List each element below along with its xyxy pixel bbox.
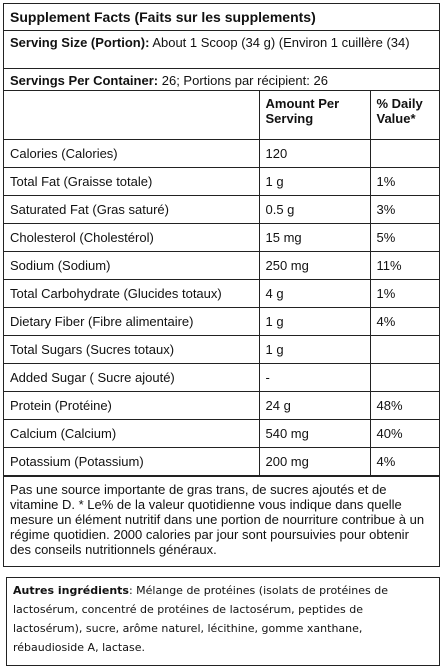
table-row: Sodium (Sodium) 250 mg 11% [4, 250, 439, 280]
nutrient-dv: 4% [369, 446, 439, 476]
nutrient-name: Added Sugar ( Sucre ajouté) [4, 362, 260, 392]
ingredients-label: Autres ingrédients [13, 584, 129, 597]
serving-size-value: About 1 Scoop (34 g) (Environ 1 cuillère… [152, 35, 410, 50]
servings-per-container: Servings Per Container: 26; Portions par… [4, 69, 439, 91]
table-row: Saturated Fat (Gras saturé) 0.5 g 3% [4, 194, 439, 224]
table-row: Potassium (Potassium) 200 mg 4% [4, 446, 439, 476]
table-row: Protein (Protéine) 24 g 48% [4, 390, 439, 420]
nutrient-name: Total Carbohydrate (Glucides totaux) [4, 278, 260, 308]
table-row: Calories (Calories) 120 [4, 138, 439, 168]
serving-size: Serving Size (Portion): About 1 Scoop (3… [4, 31, 439, 69]
nutrient-name: Protein (Protéine) [4, 390, 260, 420]
nutrient-dv: 48% [369, 390, 439, 420]
serving-size-label: Serving Size (Portion): [10, 35, 150, 50]
nutrient-amount: 250 mg [258, 250, 371, 280]
nutrient-table: Amount Per Serving % Daily Value* Calori… [4, 91, 439, 476]
nutrient-dv: 5% [369, 222, 439, 252]
header-amount: Amount Per Serving [258, 91, 371, 140]
nutrient-name: Calcium (Calcium) [4, 418, 260, 448]
nutrient-dv: 1% [369, 278, 439, 308]
nutrient-dv: 4% [369, 306, 439, 336]
table-row: Cholesterol (Cholestérol) 15 mg 5% [4, 222, 439, 252]
nutrient-name: Total Sugars (Sucres totaux) [4, 334, 260, 364]
nutrient-table-wrap: Amount Per Serving % Daily Value* Calori… [4, 91, 439, 477]
table-row: Added Sugar ( Sucre ajouté) - [4, 362, 439, 392]
nutrient-dv: 3% [369, 194, 439, 224]
nutrient-name: Potassium (Potassium) [4, 446, 260, 476]
footnote: Pas une source importante de gras trans,… [10, 481, 425, 557]
ingredients-text: : Mélange de protéines (isolats de proté… [13, 584, 389, 654]
supplement-facts-panel: Supplement Facts (Faits sur les suppleme… [3, 3, 440, 567]
nutrient-amount: 200 mg [258, 446, 371, 476]
nutrient-amount: 0.5 g [258, 194, 371, 224]
servings-per-container-value: 26; Portions par récipient: 26 [161, 73, 328, 88]
header-daily-value: % Daily Value* [369, 91, 439, 140]
nutrient-dv: 1% [369, 166, 439, 196]
nutrient-amount: 1 g [258, 334, 371, 364]
nutrient-name: Calories (Calories) [4, 138, 260, 168]
nutrient-name: Saturated Fat (Gras saturé) [4, 194, 260, 224]
table-row: Total Fat (Graisse totale) 1 g 1% [4, 166, 439, 196]
other-ingredients: Autres ingrédients: Mélange de protéines… [6, 577, 440, 666]
nutrient-dv: 40% [369, 418, 439, 448]
nutrient-amount: 24 g [258, 390, 371, 420]
nutrient-amount: 1 g [258, 166, 371, 196]
nutrient-dv [369, 362, 439, 392]
panel-title: Supplement Facts (Faits sur les suppleme… [4, 4, 439, 31]
nutrient-amount: 4 g [258, 278, 371, 308]
nutrient-amount: 1 g [258, 306, 371, 336]
servings-per-container-label: Servings Per Container: [10, 73, 159, 88]
table-row: Calcium (Calcium) 540 mg 40% [4, 418, 439, 448]
nutrient-dv [369, 334, 439, 364]
nutrient-dv [369, 138, 439, 168]
nutrient-amount: 15 mg [258, 222, 371, 252]
nutrient-name: Total Fat (Graisse totale) [4, 166, 260, 196]
table-row: Dietary Fiber (Fibre alimentaire) 1 g 4% [4, 306, 439, 336]
table-row: Total Carbohydrate (Glucides totaux) 4 g… [4, 278, 439, 308]
table-row: Total Sugars (Sucres totaux) 1 g [4, 334, 439, 364]
nutrient-name: Dietary Fiber (Fibre alimentaire) [4, 306, 260, 336]
nutrient-name: Sodium (Sodium) [4, 250, 260, 280]
header-nutrient [4, 91, 260, 140]
nutrient-amount: 540 mg [258, 418, 371, 448]
nutrient-name: Cholesterol (Cholestérol) [4, 222, 260, 252]
nutrient-amount: 120 [258, 138, 371, 168]
nutrient-dv: 11% [369, 250, 439, 280]
table-header-row: Amount Per Serving % Daily Value* [4, 91, 439, 140]
nutrient-amount: - [258, 362, 371, 392]
